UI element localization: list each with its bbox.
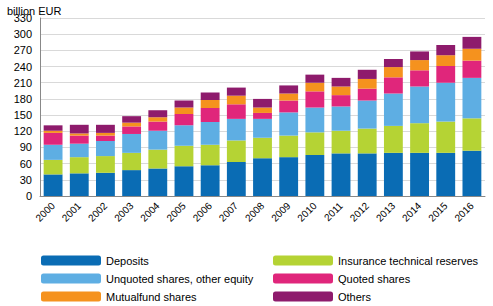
svg-text:Deposits: Deposits [106,255,149,267]
svg-text:180: 180 [14,93,32,105]
svg-text:0: 0 [26,190,32,202]
svg-text:Quoted shares: Quoted shares [338,273,411,285]
svg-text:2009: 2009 [269,200,293,224]
svg-text:90: 90 [20,141,32,153]
svg-text:2006: 2006 [191,200,215,224]
svg-text:2013: 2013 [374,200,398,224]
svg-text:Others: Others [338,291,372,303]
svg-text:270: 270 [14,44,32,56]
svg-text:2001: 2001 [60,200,84,224]
svg-text:2003: 2003 [112,200,136,224]
svg-text:150: 150 [14,109,32,121]
svg-text:billion EUR: billion EUR [7,5,61,17]
svg-text:2011: 2011 [322,200,345,223]
svg-text:2000: 2000 [33,200,57,224]
svg-text:Insurance technical reserves: Insurance technical reserves [338,255,479,267]
svg-text:2005: 2005 [164,200,188,224]
svg-text:2012: 2012 [348,200,372,224]
svg-text:2002: 2002 [86,200,110,224]
svg-text:Unquoted shares, other equity: Unquoted shares, other equity [106,273,254,285]
svg-text:2007: 2007 [217,200,241,224]
svg-text:2010: 2010 [295,200,319,224]
svg-text:2008: 2008 [243,200,267,224]
svg-text:2015: 2015 [426,200,450,224]
svg-text:300: 300 [14,28,32,40]
svg-text:210: 210 [14,77,32,89]
svg-text:30: 30 [20,174,32,186]
svg-text:240: 240 [14,61,32,73]
svg-text:2004: 2004 [138,200,162,224]
svg-text:330: 330 [13,12,32,24]
svg-text:2016: 2016 [452,200,476,224]
svg-text:60: 60 [20,158,32,170]
svg-text:Mutualfund shares: Mutualfund shares [106,291,197,303]
svg-text:120: 120 [14,125,32,137]
svg-text:2014: 2014 [400,200,424,224]
